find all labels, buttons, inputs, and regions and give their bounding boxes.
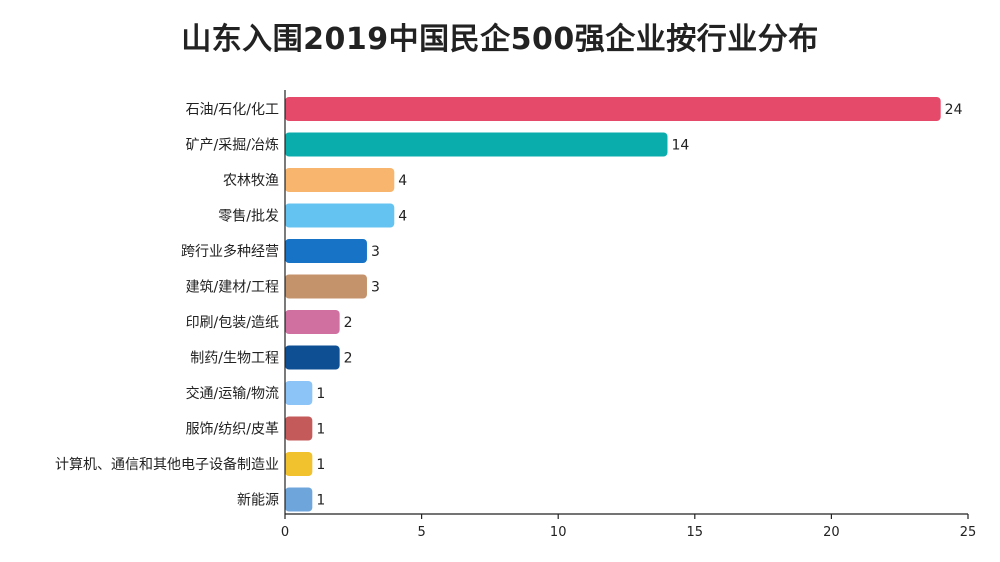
bar — [285, 487, 313, 512]
bar — [285, 132, 668, 157]
category-label: 零售/批发 — [218, 209, 279, 225]
category-label: 跨行业多种经营 — [181, 243, 279, 260]
data-label: 1 — [316, 493, 325, 509]
bars-layer — [285, 97, 941, 512]
category-label: 制药/生物工程 — [190, 351, 279, 367]
category-label: 交通/运输/物流 — [186, 385, 279, 402]
bar — [285, 97, 941, 121]
data-label: 3 — [371, 280, 380, 296]
category-label: 农林牧渔 — [223, 173, 279, 189]
data-label: 1 — [316, 457, 325, 473]
data-label: 14 — [671, 138, 689, 154]
x-tick-label: 0 — [281, 525, 289, 540]
x-tick-label: 10 — [550, 525, 567, 540]
data-label: 1 — [316, 386, 325, 402]
value-labels: 24 14 4 4 3 3 2 2 1 1 1 1 — [316, 102, 962, 509]
bar — [285, 416, 313, 441]
bar — [285, 274, 367, 299]
bar — [285, 310, 340, 334]
bar — [285, 452, 313, 476]
data-label: 4 — [398, 173, 407, 189]
category-label: 服饰/纺织/皮革 — [186, 422, 279, 438]
bar — [285, 345, 340, 370]
bar — [285, 239, 367, 263]
x-tick-label: 5 — [417, 525, 425, 540]
bar — [285, 168, 395, 192]
x-tick-label: 20 — [823, 525, 840, 540]
data-label: 1 — [316, 422, 325, 438]
data-label: 2 — [344, 351, 353, 367]
category-label: 矿产/采掘/冶炼 — [186, 138, 279, 154]
category-label: 石油/石化/化工 — [186, 102, 279, 118]
data-label: 3 — [371, 244, 380, 260]
data-label: 24 — [945, 102, 963, 118]
x-tick-label: 15 — [687, 525, 704, 540]
category-labels: 石油/石化/化工矿产/采掘/冶炼农林牧渔零售/批发跨行业多种经营建筑/建材/工程… — [55, 102, 279, 509]
category-label: 印刷/包装/造纸 — [186, 315, 279, 331]
chart-title: 山东入围2019中国民企500强企业按行业分布 — [181, 22, 819, 57]
category-label: 计算机、通信和其他电子设备制造业 — [55, 456, 279, 473]
bar — [285, 381, 313, 405]
category-label: 建筑/建材/工程 — [186, 280, 279, 296]
data-label: 2 — [344, 315, 353, 331]
data-label: 4 — [398, 209, 407, 225]
x-axis: 0 5 10 15 20 25 — [281, 90, 976, 540]
bar — [285, 203, 395, 228]
category-label: 新能源 — [237, 493, 279, 509]
x-tick-label: 25 — [960, 525, 977, 540]
